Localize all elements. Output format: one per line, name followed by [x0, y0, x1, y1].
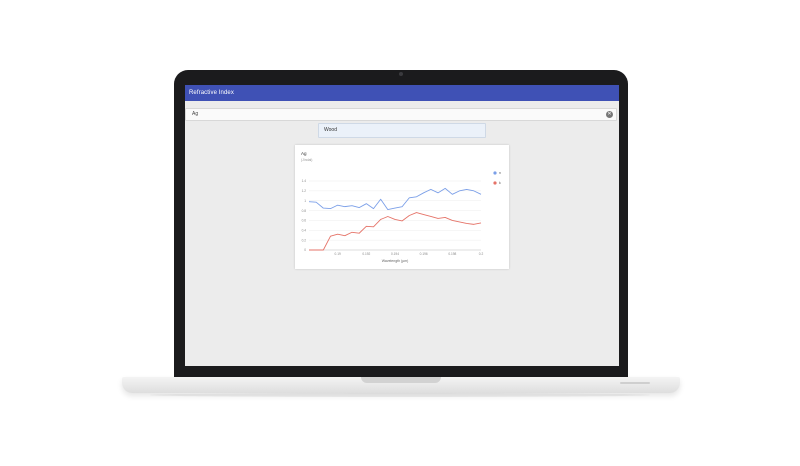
search-bar: ✕ [185, 108, 617, 121]
chart-card: Ag (Jindal) 0 0.2 0.4 0.6 0.8 1 1.2 1.4 0.19 0.192 0… [295, 145, 509, 269]
x-tick-label: 0.194 [391, 252, 399, 256]
x-axis-label: Wavelength (µm) [382, 259, 409, 263]
y-tick-label: 1.2 [302, 189, 307, 193]
x-tick-label: 0.19 [335, 252, 341, 256]
series-line-k [309, 212, 482, 251]
y-tick-label: 0.8 [302, 209, 307, 213]
y-tick-label: 1.4 [302, 179, 307, 183]
y-tick-label: 0.2 [302, 238, 307, 242]
x-tick-label: 0.198 [448, 252, 456, 256]
x-tick-label: 0.192 [362, 252, 370, 256]
app-bar: Refractive Index [185, 85, 619, 101]
chart-subtitle: (Jindal) [301, 158, 312, 162]
x-tick-label: 0.2 [479, 252, 484, 256]
laptop-base [122, 377, 680, 393]
legend-label-n: n [499, 171, 501, 175]
legend-marker-n [493, 171, 497, 175]
suggestion-label: Wood [324, 127, 337, 133]
y-tick-label: 0.6 [302, 219, 307, 223]
laptop-shadow [150, 393, 650, 397]
suggestion-item[interactable]: Wood [318, 123, 486, 138]
camera-icon [399, 72, 403, 76]
series-line-n [308, 187, 482, 211]
laptop-screen: Refractive Index ✕ Wood Ag (Jindal) 0 0.2 0.… [185, 85, 619, 366]
y-tick-label: 1 [304, 199, 306, 203]
x-tick-label: 0.196 [420, 252, 428, 256]
close-circle-icon[interactable]: ✕ [606, 111, 613, 118]
legend-label-k: k [499, 181, 501, 185]
laptop-notch [361, 377, 441, 383]
y-tick-label: 0.4 [302, 228, 307, 232]
legend-marker-k [493, 181, 497, 185]
y-tick-label: 0 [304, 248, 306, 252]
laptop-speaker [620, 382, 650, 384]
chart-title: Ag [301, 151, 307, 156]
app-title: Refractive Index [189, 90, 234, 96]
search-input[interactable] [188, 110, 596, 119]
refractive-index-chart: Ag (Jindal) 0 0.2 0.4 0.6 0.8 1 1.2 1.4 0.19 0.192 0… [301, 151, 501, 263]
